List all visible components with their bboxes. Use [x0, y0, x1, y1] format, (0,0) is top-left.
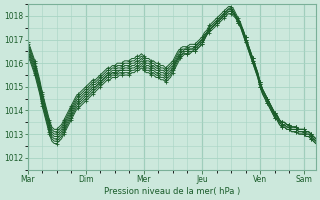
X-axis label: Pression niveau de la mer( hPa ): Pression niveau de la mer( hPa ) — [104, 187, 240, 196]
